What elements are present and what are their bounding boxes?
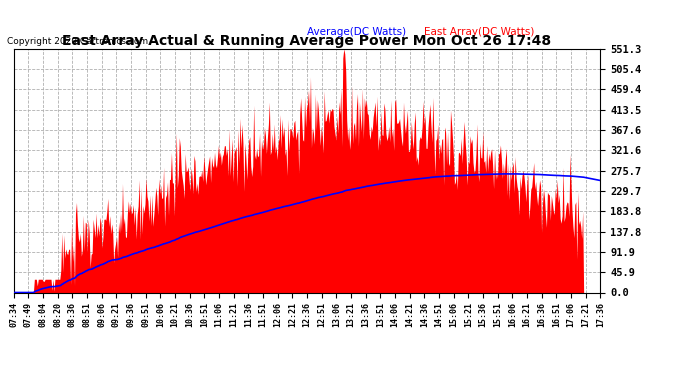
Title: East Array Actual & Running Average Power Mon Oct 26 17:48: East Array Actual & Running Average Powe… xyxy=(63,34,551,48)
Text: Average(DC Watts): Average(DC Watts) xyxy=(307,27,406,38)
Text: East Array(DC Watts): East Array(DC Watts) xyxy=(424,27,535,38)
Text: Copyright 2020 Cartronics.com: Copyright 2020 Cartronics.com xyxy=(7,38,148,46)
